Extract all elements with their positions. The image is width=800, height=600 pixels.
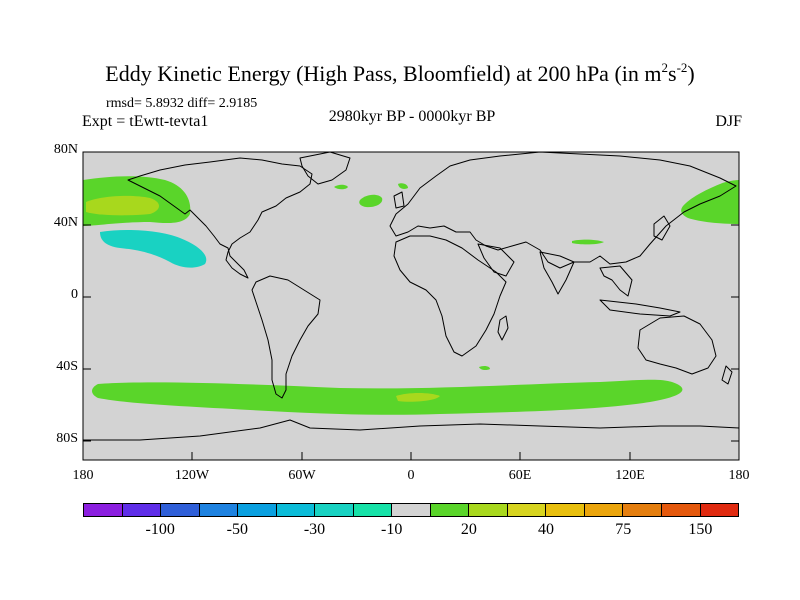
shade-south-atlantic-core	[396, 393, 440, 402]
title-exponent-2: -2	[676, 60, 688, 75]
lat-label-40n: 40N	[53, 215, 78, 230]
colorbar-box	[392, 504, 431, 516]
colorbar-label: 75	[615, 521, 632, 538]
lat-ticks	[83, 151, 739, 442]
colorbar-box	[469, 504, 508, 516]
coast-australia	[637, 315, 717, 375]
shade-southern-ocean	[92, 379, 683, 415]
coast-greenland	[299, 151, 351, 185]
colorbar-box	[353, 504, 393, 516]
coast-new-zealand	[721, 365, 733, 385]
coast-madagascar	[497, 315, 509, 341]
map-panel	[82, 151, 740, 461]
coast-antarctica	[83, 419, 740, 441]
colorbar-box	[315, 504, 354, 516]
coast-arabia	[477, 243, 515, 277]
lon-label-180e: 180	[728, 468, 750, 483]
lat-label-80n: 80N	[53, 142, 78, 157]
chart-title: Eddy Kinetic Energy (High Pass, Bloomfie…	[0, 60, 800, 87]
lat-label-40s: 40S	[56, 359, 78, 374]
colorbar-label: 40	[538, 521, 555, 538]
colorbar-box	[546, 504, 585, 516]
colorbar-box	[122, 504, 162, 516]
colorbar-label: 20	[460, 521, 477, 538]
colorbar-label: 150	[688, 521, 713, 538]
title-unit-s: s	[668, 61, 677, 86]
coastlines	[83, 151, 740, 441]
coast-africa	[393, 235, 507, 357]
coast-south-america	[251, 275, 321, 399]
lon-label-60e: 60E	[508, 468, 532, 483]
lat-label-80s: 80S	[56, 431, 78, 446]
lon-label-180w: 180	[72, 468, 94, 483]
season-label: DJF	[715, 113, 742, 130]
shade-scandinavia-patch	[398, 183, 408, 189]
colorbar-label: -30	[303, 521, 326, 538]
shade-west-pacific	[681, 180, 739, 224]
colorbar-label: -10	[381, 521, 403, 538]
colorbar-box	[584, 504, 624, 516]
lat-label-0: 0	[71, 287, 78, 302]
lon-label-120w: 120W	[174, 468, 210, 483]
title-main: Eddy Kinetic Energy (High Pass, Bloomfie…	[105, 61, 662, 86]
title-close: )	[687, 61, 695, 86]
colorbar-box	[661, 504, 701, 516]
coast-indonesia	[599, 299, 681, 317]
lon-label-60w: 60W	[288, 468, 316, 483]
coast-southeast-asia	[599, 265, 633, 297]
lon-ticks	[82, 452, 740, 460]
colorbar-box	[161, 504, 200, 516]
shade-arctic-patch	[334, 184, 348, 190]
shade-central-asia-patch	[572, 239, 604, 245]
period-label: 2980kyr BP - 0000kyr BP	[328, 108, 496, 125]
colorbar-box	[430, 504, 470, 516]
lon-label-0: 0	[407, 468, 415, 483]
colorbar	[83, 503, 739, 517]
colorbar-label: -100	[145, 521, 175, 538]
shade-south-indian-patch	[479, 365, 490, 371]
coast-japan	[653, 215, 671, 241]
coast-eurasia	[389, 151, 737, 269]
shade-north-pacific-core	[86, 195, 159, 216]
coast-india	[539, 251, 575, 295]
colorbar-box	[507, 504, 547, 516]
colorbar-box	[700, 504, 739, 516]
stats-label: rmsd= 5.8932 diff= 2.9185	[106, 96, 258, 111]
colorbar-box	[276, 504, 316, 516]
lon-label-120e: 120E	[615, 468, 645, 483]
coast-north-america	[127, 157, 313, 279]
experiment-label: Expt = tEwtt-tevta1	[82, 113, 209, 130]
colorbar-box	[623, 504, 662, 516]
colorbar-box	[84, 504, 123, 516]
shade-east-pacific-negative	[100, 230, 207, 268]
shade-north-atlantic	[359, 194, 383, 208]
colorbar-box	[238, 504, 277, 516]
colorbar-box	[199, 504, 239, 516]
colorbar-label: -50	[226, 521, 249, 538]
coast-uk	[393, 191, 405, 209]
title-exponent-1: 2	[661, 60, 669, 75]
